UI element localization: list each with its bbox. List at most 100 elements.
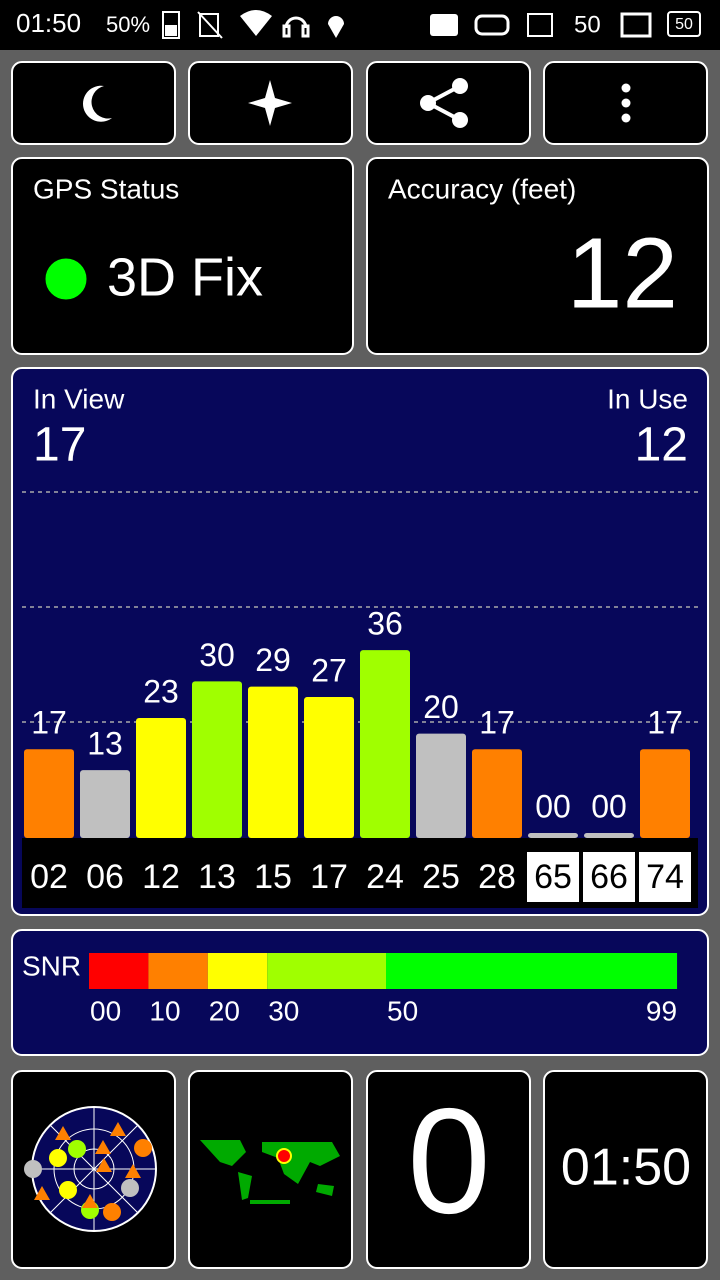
storage-icon <box>474 14 510 36</box>
snr-bar <box>192 681 242 838</box>
snr-scale-segment <box>207 953 268 989</box>
satellite-id: 74 <box>646 858 684 896</box>
satellite-id-bg <box>23 852 75 902</box>
headset-icon <box>282 16 310 38</box>
share-button[interactable] <box>366 61 531 145</box>
status-time: 01:50 <box>16 8 81 38</box>
snr-label: 17 <box>31 705 67 741</box>
moon-icon <box>83 85 112 122</box>
satellite-id: 25 <box>422 858 460 896</box>
gps-status-label: GPS Status <box>33 173 179 204</box>
satellite-id-bg <box>135 852 187 902</box>
satellite-id: 13 <box>198 858 236 896</box>
satellite-id-bg <box>191 852 243 902</box>
snr-scale-segment <box>148 953 208 989</box>
satellite-id-bg <box>247 852 299 902</box>
satellite-id: 28 <box>478 858 516 896</box>
gps-status-tile[interactable] <box>11 157 354 355</box>
snr-bar <box>416 733 466 838</box>
briefcase-icon <box>430 14 458 36</box>
mail-icon <box>620 12 652 38</box>
snr-label: 00 <box>535 788 571 824</box>
snr-label: 27 <box>311 653 347 689</box>
in-view-value: 17 <box>33 419 86 472</box>
satellite-id-bg <box>303 852 355 902</box>
accuracy-label: Accuracy (feet) <box>388 173 576 204</box>
satellite-id: 15 <box>254 858 292 896</box>
satellite-id: 17 <box>310 858 348 896</box>
snr-bar <box>248 686 298 838</box>
snr-label: 17 <box>479 705 515 741</box>
snr-label: SNR <box>22 950 81 981</box>
snr-tick-label: 10 <box>149 995 180 1026</box>
night-mode-button[interactable] <box>11 61 176 145</box>
gps-status-value: 3D Fix <box>107 247 263 307</box>
snr-bar <box>80 770 130 838</box>
snr-bar <box>584 833 634 838</box>
snr-bar <box>136 717 186 838</box>
satellite-id-bg <box>359 852 411 902</box>
snr-tick-label: 20 <box>209 995 240 1026</box>
badge-box <box>667 11 701 37</box>
snr-label: 17 <box>647 705 683 741</box>
no-sim-icon <box>197 11 223 39</box>
compass-icon <box>248 80 292 126</box>
satellite-id: 66 <box>590 858 628 896</box>
snr-label: 13 <box>87 726 123 762</box>
snr-label: 36 <box>367 606 403 642</box>
snr-scale-segment <box>89 953 149 989</box>
snr-bar <box>304 697 354 838</box>
snr-tick-label: 50 <box>387 995 418 1026</box>
snr-label: 20 <box>423 689 459 725</box>
snr-tick-label: 99 <box>646 995 677 1026</box>
satellite-id: 06 <box>86 858 124 896</box>
fix-indicator <box>44 257 88 301</box>
share-icon <box>420 78 468 128</box>
notification-count: 50 <box>574 11 601 38</box>
snr-panel <box>11 929 709 1056</box>
snr-tick-label: 00 <box>90 995 121 1026</box>
satellite-id: 12 <box>142 858 180 896</box>
snr-bar <box>24 749 74 838</box>
accuracy-value: 12 <box>567 217 678 329</box>
satellite-id: 24 <box>366 858 404 896</box>
snr-label: 29 <box>255 642 291 678</box>
satellite-id: 02 <box>30 858 68 896</box>
battery-percent: 50% <box>106 12 150 37</box>
wifi-icon <box>240 10 272 36</box>
satellite-id-bg <box>415 852 467 902</box>
location-icon <box>328 16 344 38</box>
satellite-id-bg <box>471 852 523 902</box>
badge-text: 50 <box>675 16 693 33</box>
satellite-id-bg <box>639 852 691 902</box>
snr-bar <box>528 833 578 838</box>
status-bar <box>0 0 720 50</box>
snr-label: 23 <box>143 673 179 709</box>
snr-scale-segment <box>267 953 386 989</box>
in-use-value: 12 <box>635 419 688 472</box>
satellite-id-bg <box>583 852 635 902</box>
snr-label: 30 <box>199 637 235 673</box>
world-map <box>197 1136 344 1204</box>
bars: 17 02 13 06 23 12 30 13 29 15 27 17 36 24 20 25 17 28 00 65… <box>23 606 691 902</box>
battery-icon <box>162 11 180 39</box>
speed-tile[interactable] <box>366 1070 531 1269</box>
battery-level <box>165 25 177 36</box>
clock-tile[interactable] <box>543 1070 708 1269</box>
snr-scale: 00 10 20 30 50 99 <box>89 953 678 1026</box>
image-icon <box>527 13 553 37</box>
satellite-id-bg <box>527 852 579 902</box>
in-view-label: In View <box>33 383 125 414</box>
satellite-id: 65 <box>534 858 572 896</box>
snr-bar <box>360 650 410 838</box>
menu-icon <box>621 83 631 123</box>
in-use-label: In Use <box>607 383 688 414</box>
snr-scale-segment <box>386 953 678 989</box>
snr-bar <box>640 749 690 838</box>
accuracy-tile[interactable] <box>366 157 709 355</box>
snr-bar <box>472 749 522 838</box>
snr-label: 00 <box>591 788 627 824</box>
speed-value: 0 <box>407 1077 490 1245</box>
